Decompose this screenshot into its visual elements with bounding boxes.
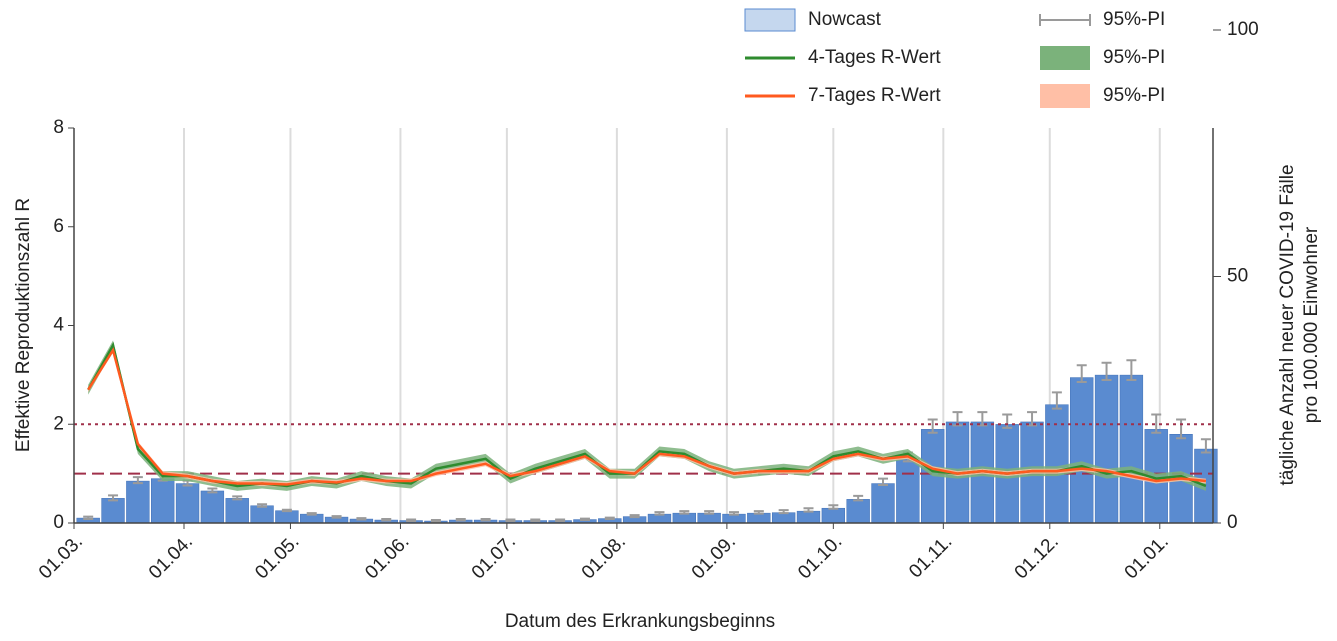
bar xyxy=(871,483,895,524)
y2-axis-label: pro 100.000 Einwohner xyxy=(1301,226,1322,423)
bar xyxy=(175,483,200,524)
error-bar xyxy=(704,510,715,515)
bar xyxy=(1119,374,1144,524)
y2-tick-label: 50 xyxy=(1227,266,1248,287)
error-bar xyxy=(1101,361,1112,382)
bar xyxy=(1045,404,1069,524)
x-tick-label: 01.11. xyxy=(905,531,956,582)
legend-label: 7-Tages R-Wert xyxy=(808,85,941,106)
bar xyxy=(151,478,175,524)
error-bar xyxy=(1200,438,1211,454)
error-bar xyxy=(977,411,988,427)
legend-swatch xyxy=(1040,46,1090,70)
error-bar xyxy=(1027,411,1038,427)
bar xyxy=(126,480,150,524)
error-bar xyxy=(927,418,938,434)
error-bar xyxy=(1002,413,1013,429)
error-bar xyxy=(1051,391,1062,410)
error-bar xyxy=(530,518,541,523)
bar xyxy=(846,499,870,524)
x-tick-label: 01.06. xyxy=(361,531,413,583)
y-tick-label: 4 xyxy=(53,315,64,336)
error-bar xyxy=(878,477,889,487)
x-tick-label: 01.08. xyxy=(578,531,630,583)
x-tick-label: 01.09. xyxy=(688,531,740,583)
error-bar xyxy=(952,411,963,427)
error-bar xyxy=(604,516,615,521)
bar xyxy=(771,512,796,524)
error-bar xyxy=(281,508,292,513)
error-bar xyxy=(654,511,665,516)
error-bar xyxy=(430,519,441,523)
error-bar xyxy=(505,518,516,523)
x-tick-label: 01.05. xyxy=(251,531,303,583)
error-bar xyxy=(455,518,466,522)
y-tick-label: 8 xyxy=(53,117,64,138)
error-bar xyxy=(108,494,119,502)
bar xyxy=(821,507,846,524)
error-bar xyxy=(1151,413,1162,434)
legend-swatch xyxy=(1040,84,1090,108)
error-bar xyxy=(381,518,392,522)
error-bar xyxy=(803,507,814,513)
y-tick-label: 2 xyxy=(53,413,64,434)
error-bar xyxy=(728,511,739,516)
legend-swatch xyxy=(1039,14,1091,26)
error-bar xyxy=(83,515,94,521)
bar xyxy=(1094,374,1119,524)
error-bar xyxy=(406,518,417,523)
error-bar xyxy=(232,495,243,501)
x-tick-label: 01.04. xyxy=(145,531,197,583)
bar xyxy=(250,505,274,524)
bar xyxy=(275,510,299,524)
error-bar xyxy=(1076,364,1087,384)
error-bar xyxy=(331,515,342,519)
error-bar xyxy=(828,504,839,510)
y-tick-label: 6 xyxy=(53,216,64,237)
x-tick-label: 01.03. xyxy=(35,531,87,583)
error-bar xyxy=(356,517,367,521)
x-axis-label: Datum des Erkrankungsbeginns xyxy=(505,611,775,632)
pi-band xyxy=(88,340,1206,491)
legend-label: 95%-PI xyxy=(1103,85,1165,106)
error-bar xyxy=(753,510,764,515)
error-bar xyxy=(679,510,690,515)
error-bar xyxy=(1126,359,1137,382)
y2-tick-label: 0 xyxy=(1227,512,1238,533)
bar xyxy=(225,498,249,524)
legend-label: 4-Tages R-Wert xyxy=(808,47,941,68)
error-bar xyxy=(853,494,864,502)
y-tick-label: 0 xyxy=(53,512,64,533)
error-bar xyxy=(257,503,268,508)
legend-label: 95%-PI xyxy=(1103,47,1165,68)
error-bar xyxy=(207,487,218,494)
bar xyxy=(1070,377,1094,524)
error-bar xyxy=(1176,418,1187,440)
error-bar xyxy=(306,512,317,516)
bar xyxy=(200,490,225,524)
line xyxy=(87,347,1207,486)
bar xyxy=(796,510,821,524)
y-axis-label: Effektive Reproduktionszahl R xyxy=(13,198,34,452)
error-bar xyxy=(629,514,640,519)
y2-axis-label: tägliche Anzahl neuer COVID-19 Fälle xyxy=(1277,164,1298,485)
x-tick-label: 01.07. xyxy=(468,531,520,583)
x-tick-label: 01.12. xyxy=(1011,531,1063,583)
legend-swatch xyxy=(744,8,796,32)
bar xyxy=(896,458,920,524)
y2-tick-label: 100 xyxy=(1227,19,1259,40)
x-tick-label: 01.01. xyxy=(1121,531,1173,583)
bar xyxy=(101,498,125,524)
error-bar xyxy=(579,517,590,522)
error-bar xyxy=(132,476,143,485)
legend-label: Nowcast xyxy=(808,9,882,30)
error-bar xyxy=(778,509,789,515)
error-bar xyxy=(480,518,491,522)
x-tick-label: 01.10. xyxy=(794,531,846,583)
error-bar xyxy=(555,518,566,523)
legend-label: 95%-PI xyxy=(1103,9,1165,30)
